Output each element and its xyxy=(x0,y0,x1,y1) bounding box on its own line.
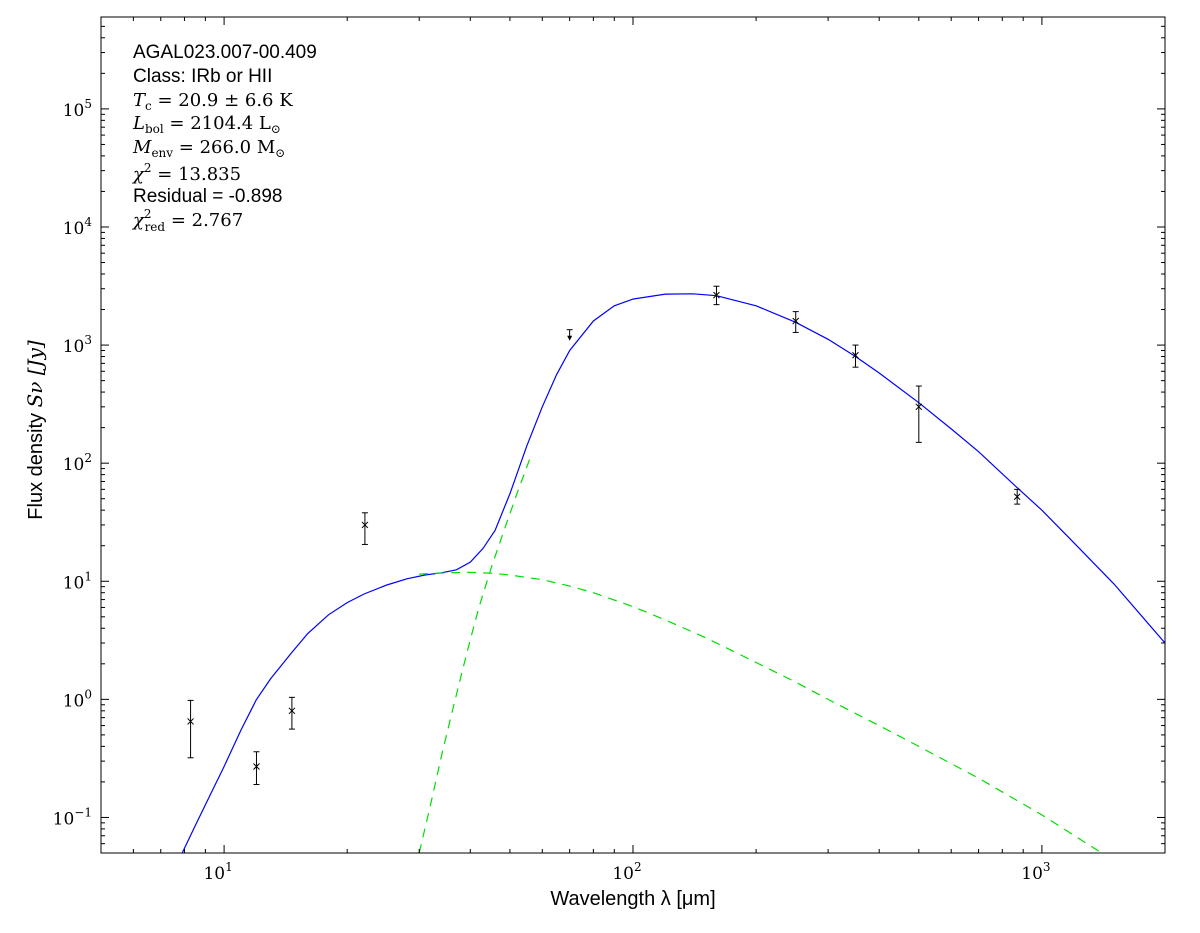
point-marker xyxy=(713,291,720,299)
upper-limit-point xyxy=(566,329,573,341)
x-tick-label: 103 xyxy=(1021,860,1050,884)
point-marker xyxy=(852,351,859,359)
data-point xyxy=(713,285,720,306)
data-point xyxy=(915,385,923,443)
x-axis-label: Wavelength λ [μm] xyxy=(550,888,715,910)
point-marker xyxy=(288,707,296,715)
chi-squared-value: χ2 = 13.835 xyxy=(131,161,241,185)
model-curves xyxy=(181,293,1165,853)
point-marker xyxy=(1013,493,1021,501)
component-curve-1 xyxy=(418,458,531,853)
fit-annotations: AGAL023.007-00.409 Class: IRb or HII Tc … xyxy=(131,42,317,234)
source-class: Class: IRb or HII xyxy=(133,66,272,87)
y-tick-label: 100 xyxy=(63,687,92,711)
temperature-value: Tc = 20.9 ± 6.6 K xyxy=(133,90,293,113)
data-points xyxy=(187,285,1021,786)
y-tick-labels: 10−1 100 101 102 103 104 105 xyxy=(53,97,93,830)
y-tick-label: 104 xyxy=(63,215,93,239)
upper-limit-arrow xyxy=(567,335,573,341)
point-marker xyxy=(187,718,194,725)
component-curve-2 xyxy=(419,571,1103,853)
y-tick-label: 102 xyxy=(63,451,92,475)
y-tick-label: 101 xyxy=(63,569,92,593)
y-tick-label: 10−1 xyxy=(53,805,92,829)
y-axis-label-math: Sν [Jy] xyxy=(23,340,47,407)
data-point xyxy=(1013,488,1021,505)
reduced-chi-squared-value: χ2 red = 2.767 xyxy=(131,207,243,234)
data-point xyxy=(852,344,859,368)
y-tick-label: 105 xyxy=(63,97,92,121)
data-point xyxy=(288,696,296,730)
data-point xyxy=(253,751,260,786)
x-tick-label: 101 xyxy=(203,860,232,884)
data-point xyxy=(187,699,194,759)
data-point xyxy=(361,512,369,545)
point-marker xyxy=(253,763,260,770)
y-axis-label: Flux density Sν [Jy] xyxy=(23,340,47,520)
envelope-mass-value: Menv = 266.0 M⊙ xyxy=(132,137,285,160)
source-name: AGAL023.007-00.409 xyxy=(133,42,317,63)
luminosity-value: Lbol = 2104.4 L⊙ xyxy=(132,113,281,136)
plot-background xyxy=(101,17,1165,853)
total-model-curve xyxy=(181,293,1165,853)
point-marker xyxy=(361,521,369,529)
residual-value: Residual = -0.898 xyxy=(133,186,282,207)
point-marker xyxy=(792,317,800,325)
x-tick-label: 102 xyxy=(612,860,641,884)
data-point xyxy=(792,311,800,333)
plot-frame xyxy=(100,16,1166,854)
x-tick-labels: 101 102 103 xyxy=(203,860,1050,884)
y-axis-label-text: Flux density xyxy=(25,413,47,520)
y-tick-label: 103 xyxy=(63,333,92,357)
axis-ticks xyxy=(100,16,1166,854)
point-marker xyxy=(915,403,923,411)
